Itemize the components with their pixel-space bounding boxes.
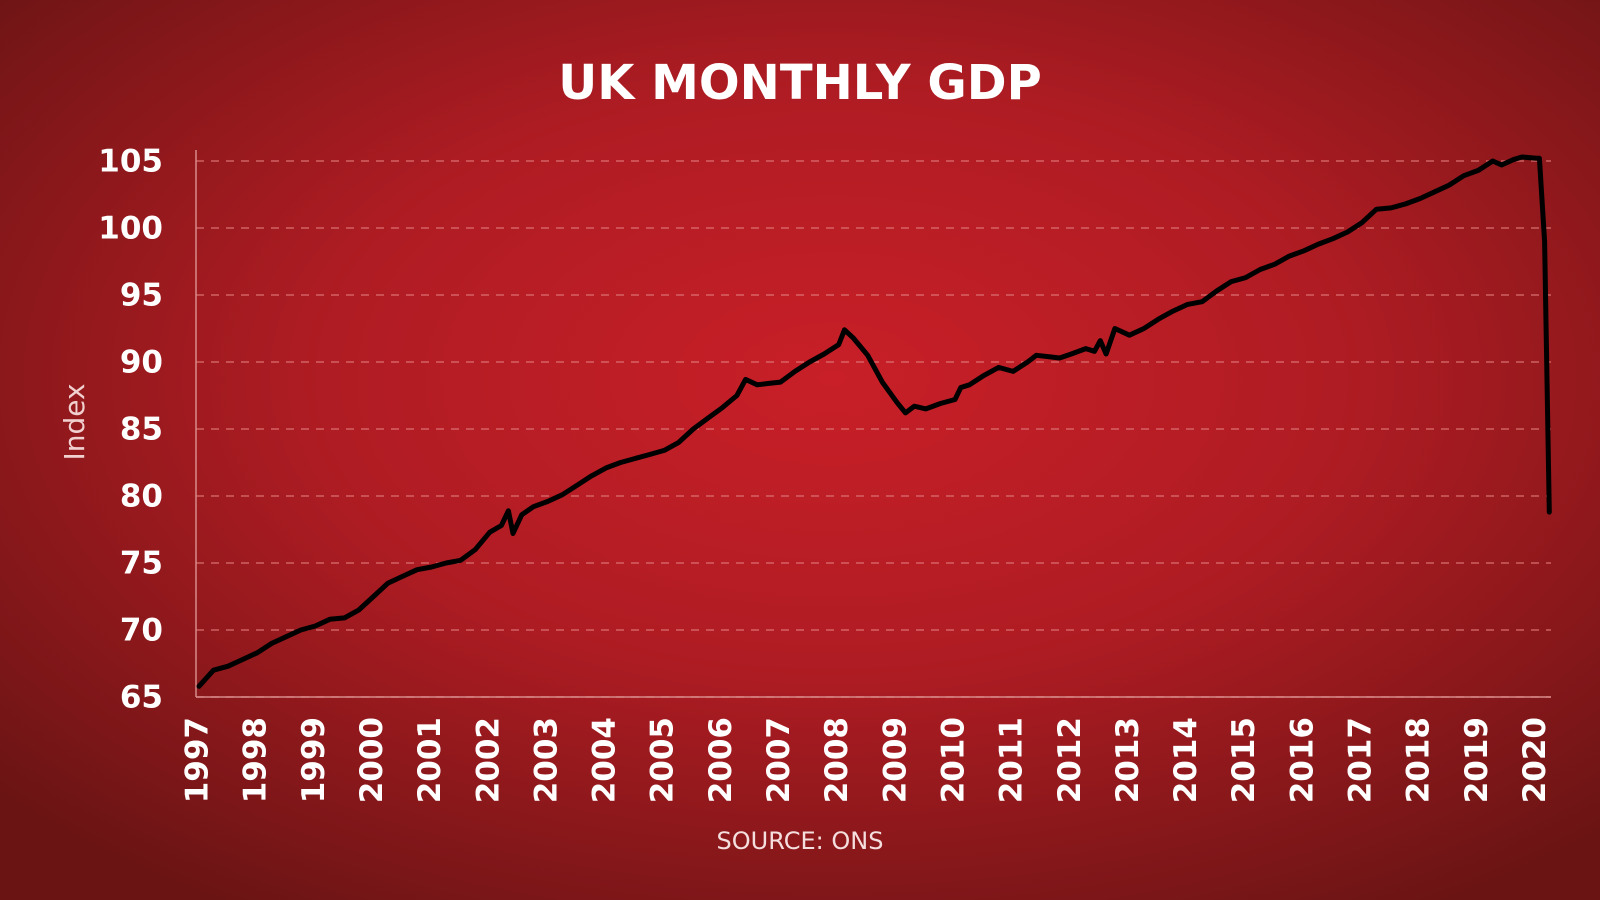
x-tick-label: 2006: [703, 717, 739, 803]
x-tick-label: 2009: [877, 717, 913, 803]
y-tick-label: 95: [120, 278, 163, 314]
x-tick-label: 1997: [180, 717, 216, 803]
x-tick-label: 2020: [1517, 717, 1553, 803]
x-tick-label: 2012: [1052, 717, 1088, 803]
x-tick-label: 2005: [645, 717, 681, 803]
x-tick-label: 2013: [1110, 717, 1146, 803]
y-tick-label: 100: [98, 211, 163, 247]
x-tick-label: 2017: [1343, 717, 1379, 803]
gdp-line: [196, 154, 1552, 689]
y-tick-label: 80: [120, 479, 163, 515]
x-tick-label: 1999: [296, 717, 332, 803]
x-tick-label: 2007: [761, 717, 797, 803]
x-tick-label: 2008: [819, 717, 855, 803]
x-tick-label: 2015: [1226, 717, 1262, 803]
source-note: SOURCE: ONS: [717, 827, 884, 855]
x-tick-label: 2001: [412, 717, 448, 803]
y-tick-label: 90: [120, 345, 163, 381]
y-tick-label: 105: [98, 144, 163, 180]
x-tick-label: 2011: [994, 717, 1030, 803]
y-tick-label: 75: [120, 546, 163, 582]
y-tick-label: 70: [120, 613, 163, 649]
y-tick-label: 85: [120, 412, 163, 448]
y-tick-label: 65: [120, 680, 163, 716]
x-tick-label: 2019: [1459, 717, 1495, 803]
x-tick-label: 2004: [587, 717, 623, 803]
chart-title: UK MONTHLY GDP: [558, 55, 1042, 111]
x-tick-label: 1998: [238, 717, 274, 803]
x-tick-label: 2016: [1284, 717, 1320, 803]
x-tick-label: 2003: [528, 717, 564, 803]
x-tick-label: 2000: [354, 717, 390, 803]
x-tick-label: 2014: [1168, 717, 1204, 803]
x-tick-label: 2010: [935, 717, 971, 803]
x-tick-label: 2018: [1401, 717, 1437, 803]
x-tick-label: 2002: [470, 717, 506, 803]
y-axis-label: Index: [58, 383, 91, 460]
